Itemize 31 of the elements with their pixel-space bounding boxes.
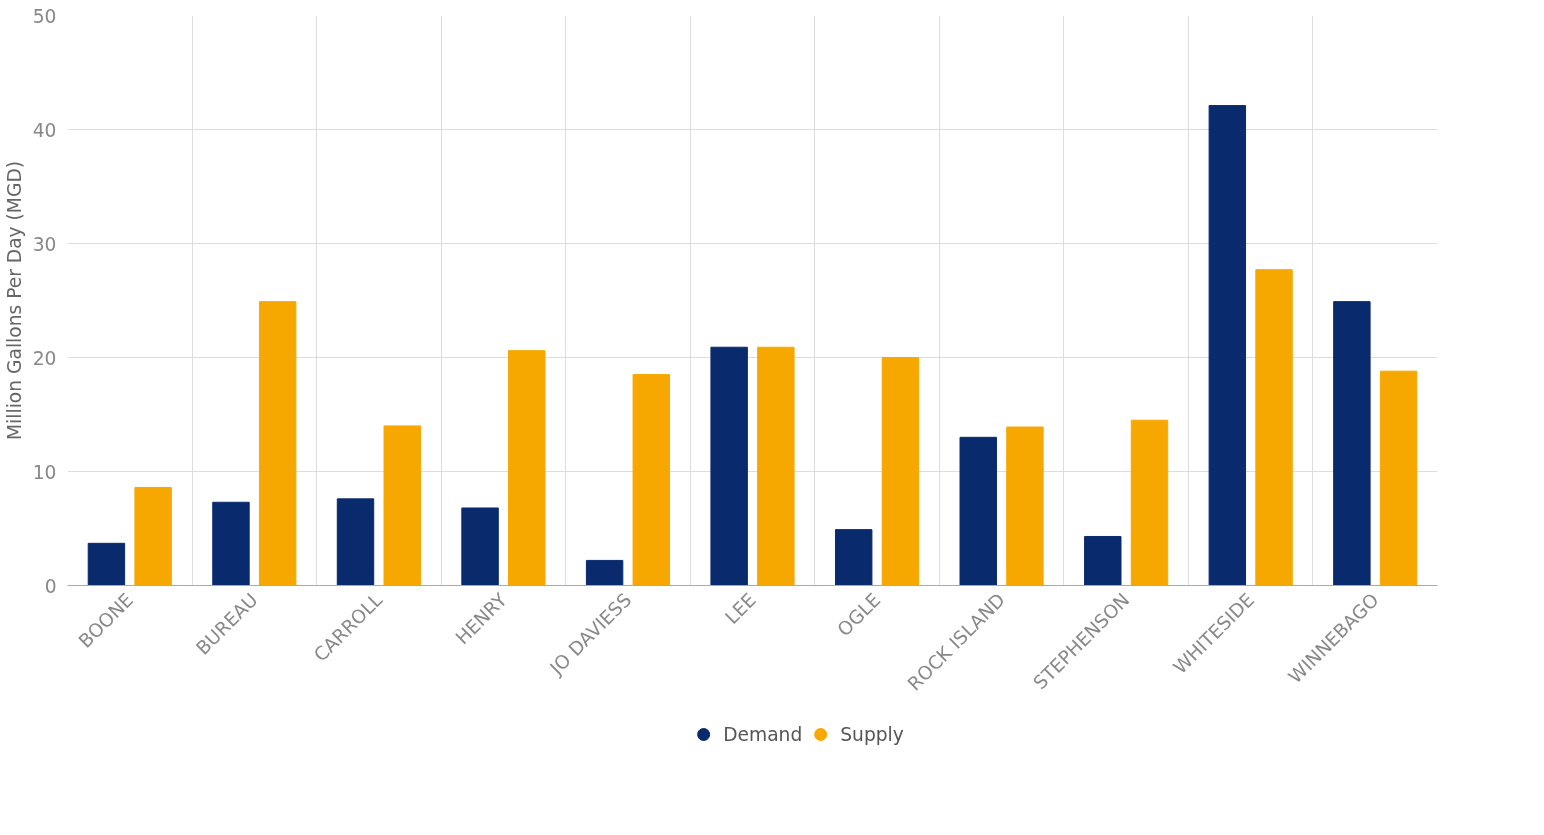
bar: [1255, 269, 1293, 586]
y-tick-label: 20: [32, 347, 57, 369]
y-tick-label: 10: [32, 461, 57, 483]
bar: [959, 436, 997, 586]
bar: [212, 501, 250, 586]
bar: [258, 301, 297, 586]
bar: [1333, 301, 1371, 586]
bar: [881, 357, 920, 586]
y-tick-label: 0: [44, 575, 57, 597]
y-tick-label: 50: [32, 5, 57, 27]
bar: [461, 507, 499, 586]
bar: [632, 374, 671, 586]
bar: [1379, 370, 1418, 586]
y-tick-label: 30: [32, 233, 57, 255]
y-axis-title: Million Gallons Per Day (MGD): [3, 160, 25, 441]
bar: [710, 346, 748, 586]
bar: [585, 559, 624, 586]
bar: [508, 350, 546, 586]
bar: [834, 529, 873, 586]
bar: [1130, 419, 1169, 586]
bar: [1208, 105, 1247, 586]
bar: [757, 346, 795, 586]
y-tick-label: 40: [32, 119, 57, 141]
bar: [87, 542, 126, 586]
bar: [1084, 535, 1122, 586]
bar: [134, 486, 172, 586]
bar: [336, 498, 375, 586]
bar: [1006, 426, 1044, 586]
legend-label: Supply: [840, 723, 904, 745]
legend-label: Demand: [723, 723, 803, 745]
bar: [383, 425, 421, 586]
